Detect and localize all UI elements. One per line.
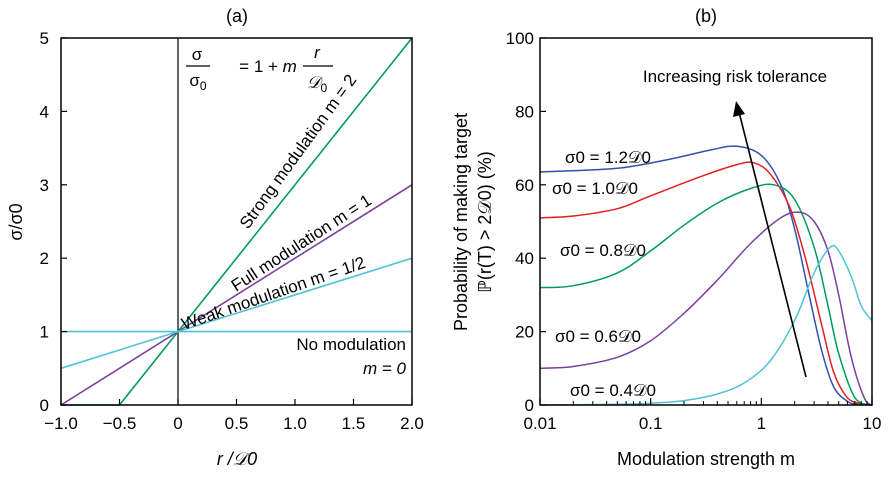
panel-b-x-tick-label: 1 bbox=[757, 414, 766, 433]
panel-a-formula: σ σ0 = 1 + m r 𝒟0 bbox=[186, 43, 333, 95]
panel-b: (b) 0.01 0.1 1 10 0 20 40 60 80 100 Modulation s… bbox=[451, 6, 881, 469]
panel-b-series-line-2 bbox=[539, 183, 873, 406]
risk-tolerance-arrow bbox=[733, 101, 807, 378]
label-no-modulation: No modulation bbox=[296, 335, 406, 354]
panel-b-frame bbox=[539, 37, 873, 406]
panel-a-y-tick-label: 4 bbox=[40, 102, 49, 121]
panel-a-x-tick-label: 1.0 bbox=[283, 414, 307, 433]
panel-b-x-tick-label: 0.1 bbox=[639, 414, 663, 433]
panel-a-x-tick-label: 2.0 bbox=[400, 414, 424, 433]
formula-den-d0: 𝒟0 bbox=[307, 73, 328, 95]
panel-a-series-line-2 bbox=[60, 257, 413, 370]
panel-a-y-tick-label: 0 bbox=[40, 396, 49, 415]
panel-b-series-label-2: σ0 = 0.8𝒟0 bbox=[560, 241, 646, 260]
annotation-risk-tolerance: Increasing risk tolerance bbox=[643, 67, 827, 86]
panel-b-x-tick-label: 0.01 bbox=[523, 414, 556, 433]
arrow-head bbox=[733, 101, 745, 117]
panel-a-y-ticks: 0 1 2 3 4 5 bbox=[40, 29, 67, 415]
formula-num-r: r bbox=[314, 43, 321, 62]
panel-b-x-ticks: 0.01 0.1 1 10 bbox=[523, 398, 881, 433]
panel-b-series-label-1: σ0 = 1.0𝒟0 bbox=[552, 179, 638, 198]
panel-b-x-tick-label: 10 bbox=[863, 414, 882, 433]
panel-b-y-ticks: 0 20 40 60 80 100 bbox=[506, 29, 546, 415]
panel-b-y-axis-label-1: Probability of making target bbox=[451, 113, 471, 331]
panel-b-x-axis-label-text: Modulation strength m bbox=[617, 449, 795, 469]
formula-num-sigma: σ bbox=[192, 45, 203, 64]
panel-a-series-line-1 bbox=[60, 184, 413, 406]
panel-a-x-axis-label: r /𝒟0 bbox=[217, 449, 257, 469]
panel-a-y-tick-label: 3 bbox=[40, 176, 49, 195]
panel-a-plot: −1.0 −0.5 0 0.5 1.0 1.5 2.0 0 1 2 3 4 5 bbox=[40, 29, 424, 433]
panel-b-series-label-0: σ0 = 1.2𝒟0 bbox=[565, 148, 651, 167]
panel-b-series-line-1 bbox=[539, 161, 873, 406]
formula-den-sigma0: σ0 bbox=[189, 71, 207, 93]
panel-a-y-tick-label: 1 bbox=[40, 323, 49, 342]
panel-b-series-label-3: σ0 = 0.6𝒟0 bbox=[555, 327, 641, 346]
panel-b-y-axis-label-2: ℙ(r(T) > 2𝒟0) (%) bbox=[475, 151, 495, 292]
panel-a-x-tick-label: −0.5 bbox=[103, 414, 137, 433]
panel-b-y-tick-label: 100 bbox=[506, 29, 534, 48]
arrow-shaft bbox=[738, 111, 807, 378]
panel-a-y-tick-label: 5 bbox=[40, 29, 49, 48]
panel-a: (a) −1.0 −0.5 0 0.5 1.0 1.5 2.0 0 1 2 3 4 5 r /𝒟0 σ… bbox=[6, 6, 424, 469]
panel-a-y-tick-label: 2 bbox=[40, 249, 49, 268]
panel-b-y-tick-label: 80 bbox=[515, 102, 534, 121]
formula-rhs: = 1 + m bbox=[239, 57, 297, 76]
panel-a-title: (a) bbox=[226, 6, 248, 26]
panel-a-x-tick-label: −1.0 bbox=[44, 414, 78, 433]
panel-b-series-label-4: σ0 = 0.4𝒟0 bbox=[570, 381, 656, 400]
panel-b-y-tick-label: 40 bbox=[515, 249, 534, 268]
panel-b-series-line-3 bbox=[539, 211, 873, 406]
panel-a-x-tick-label: 1.5 bbox=[342, 414, 366, 433]
panel-b-x-axis-label: Modulation strength m bbox=[617, 449, 795, 469]
panel-b-plot: 0.01 0.1 1 10 0 20 40 60 80 100 bbox=[506, 29, 882, 433]
panel-b-y-tick-label: 20 bbox=[515, 323, 534, 342]
panel-a-x-tick-label: 0.5 bbox=[225, 414, 249, 433]
panel-b-title: (b) bbox=[695, 6, 717, 26]
panel-a-y-axis-label: σ/σ0 bbox=[6, 203, 26, 240]
panel-a-x-ticks: −1.0 −0.5 0 0.5 1.0 1.5 2.0 bbox=[44, 399, 424, 433]
panel-a-x-tick-label: 0 bbox=[173, 414, 182, 433]
label-no-modulation-m: m = 0 bbox=[363, 359, 407, 378]
panel-b-y-tick-label: 60 bbox=[515, 176, 534, 195]
panel-b-series-labels: σ0 = 1.2𝒟0 σ0 = 1.0𝒟0 σ0 = 0.8𝒟0 σ0 = 0.6𝒟0… bbox=[552, 148, 656, 400]
panel-b-y-tick-label: 0 bbox=[525, 396, 534, 415]
